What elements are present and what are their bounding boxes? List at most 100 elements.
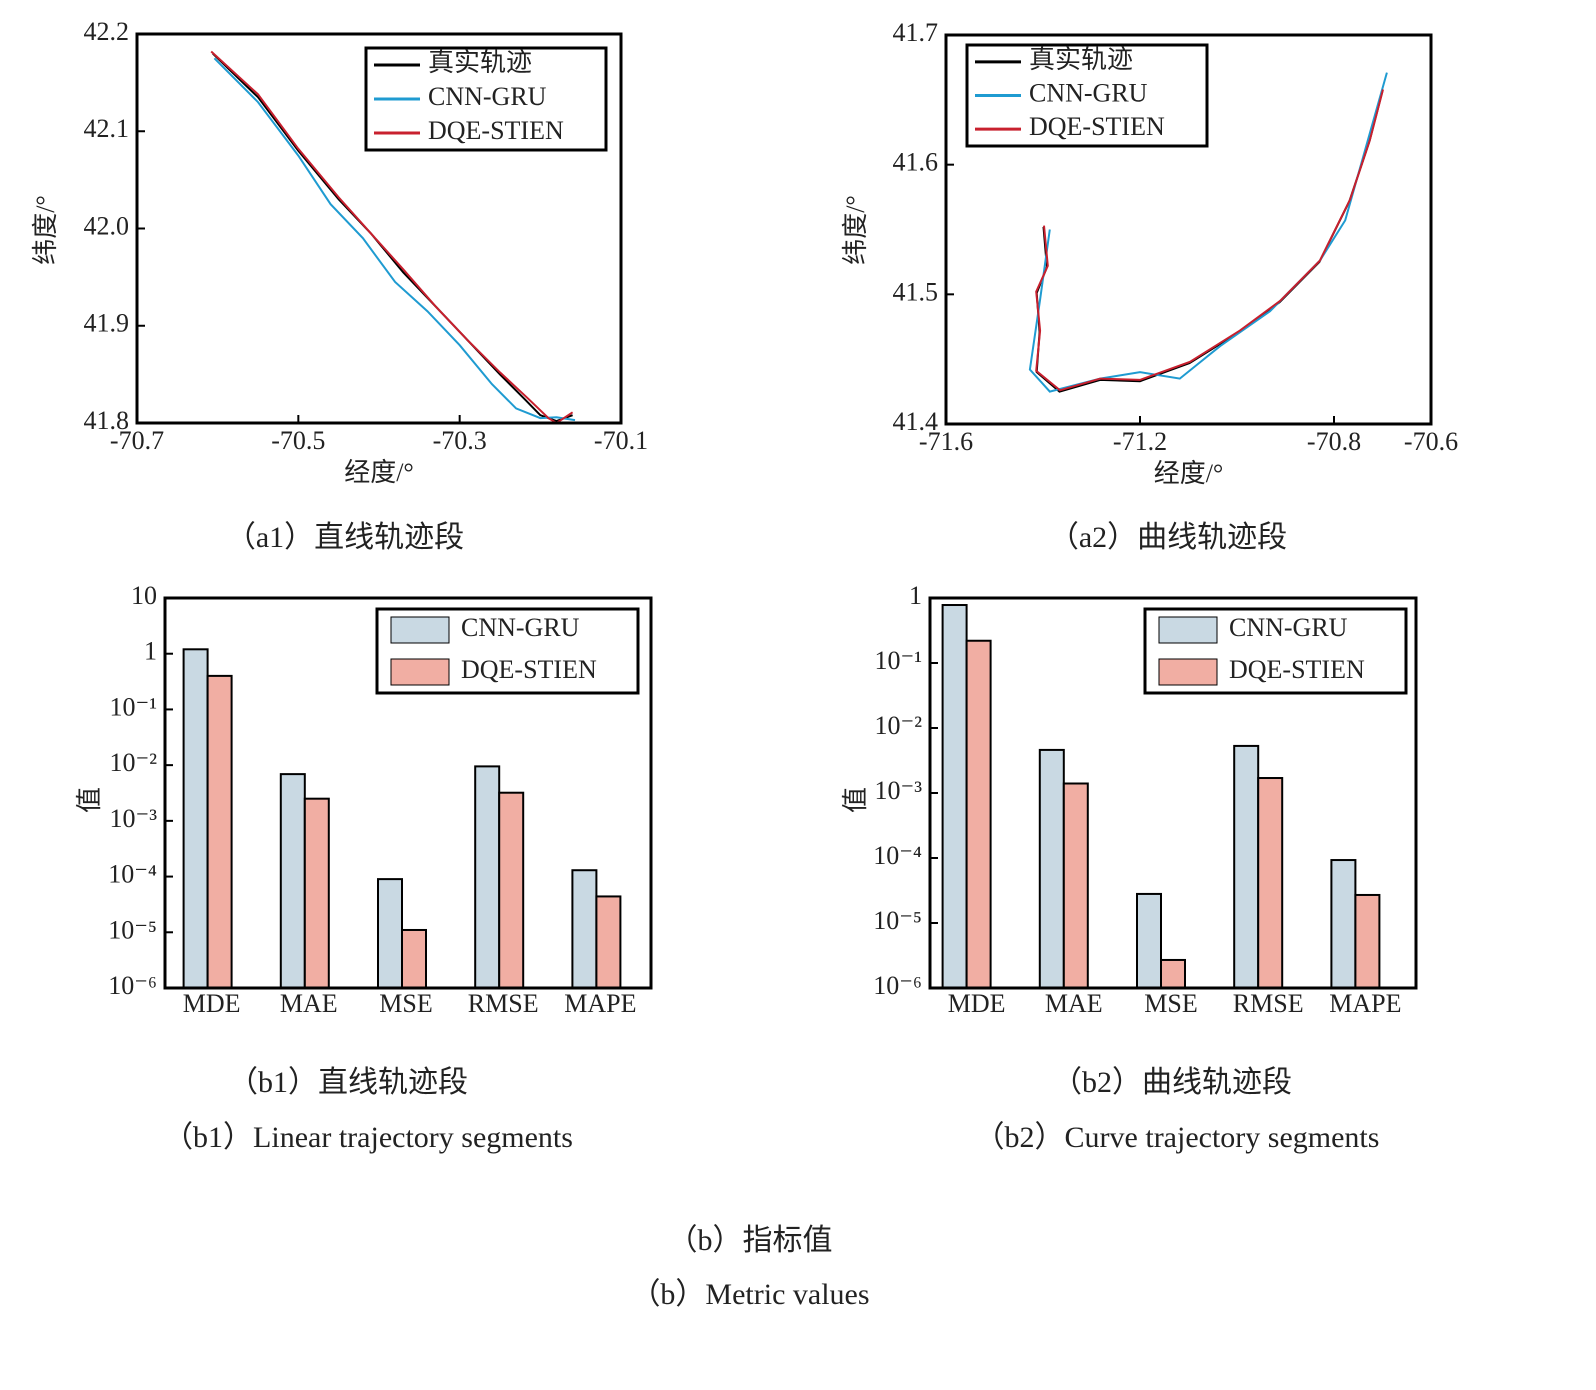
- y-tick-label: 1: [909, 581, 922, 610]
- legend-swatch: [390, 658, 450, 686]
- bar: [1062, 782, 1089, 989]
- y-tick-label: 41.8: [84, 406, 130, 435]
- legend-label: CNN-GRU: [1029, 78, 1148, 107]
- bar: [1330, 859, 1357, 989]
- x-tick-label: MAPE: [1329, 989, 1401, 1018]
- bar: [303, 797, 330, 990]
- y-tick-label: 10⁻⁴: [108, 860, 157, 889]
- x-axis-label: 经度/°: [344, 458, 414, 487]
- legend-swatch: [1158, 658, 1218, 686]
- caption: （b）Metric values: [630, 1278, 869, 1311]
- bar: [595, 895, 622, 990]
- bar: [279, 773, 306, 990]
- bar: [1136, 892, 1162, 990]
- y-tick-label: 42.2: [84, 17, 130, 46]
- caption: （a1）直线轨迹段: [226, 521, 464, 554]
- plot-frame: [928, 596, 1418, 990]
- bar: [206, 674, 233, 990]
- bar: [941, 604, 968, 989]
- plot-frame: [135, 32, 623, 425]
- y-tick-label: 10⁻⁶: [873, 971, 922, 1000]
- y-tick-label: 41.7: [893, 18, 939, 47]
- x-tick-label: MSE: [379, 989, 432, 1018]
- y-tick-label: 10: [131, 581, 157, 610]
- trajectory-line: [1035, 89, 1384, 392]
- bar: [1257, 777, 1284, 989]
- legend-swatch: [1158, 616, 1218, 644]
- bar: [377, 878, 403, 990]
- y-tick-label: 41.5: [893, 277, 939, 306]
- y-tick-label: 10⁻³: [874, 776, 922, 805]
- x-tick-label: -70.8: [1307, 427, 1361, 456]
- bar: [182, 648, 209, 989]
- plot-frame: [163, 596, 653, 990]
- x-tick-label: -71.6: [919, 427, 973, 456]
- x-tick-label: -70.3: [433, 426, 487, 455]
- x-tick-label: -70.5: [271, 426, 325, 455]
- x-axis-label: 经度/°: [1154, 459, 1224, 488]
- y-tick-label: 42.0: [84, 211, 130, 240]
- y-tick-label: 42.1: [84, 114, 130, 143]
- bar: [1233, 744, 1260, 989]
- bar: [1038, 748, 1065, 989]
- y-tick-label: 10⁻⁴: [873, 841, 922, 870]
- y-tick-label: 10⁻³: [109, 804, 157, 833]
- bar: [498, 791, 525, 989]
- plot-frame: [944, 33, 1433, 426]
- x-tick-label: MAE: [1045, 989, 1103, 1018]
- x-tick-label: -70.1: [594, 426, 648, 455]
- x-tick-label: -71.2: [1113, 427, 1167, 456]
- legend-label: 真实轨迹: [428, 48, 532, 77]
- y-tick-label: 10⁻⁵: [873, 906, 922, 935]
- y-tick-label: 10⁻¹: [109, 692, 157, 721]
- caption: （b）指标值: [668, 1224, 833, 1257]
- bar: [474, 765, 501, 989]
- y-tick-label: 1: [144, 637, 157, 666]
- trajectory-line: [1028, 72, 1388, 393]
- bar: [401, 928, 427, 990]
- y-tick-label: 10⁻⁶: [108, 971, 157, 1000]
- y-tick-label: 41.6: [893, 148, 939, 177]
- bar: [1160, 958, 1186, 990]
- bar: [571, 869, 598, 989]
- y-tick-label: 41.4: [893, 407, 939, 436]
- caption: （b1）直线轨迹段: [228, 1066, 468, 1099]
- x-tick-label: RMSE: [468, 989, 539, 1018]
- legend-label: CNN-GRU: [428, 82, 547, 111]
- x-tick-label: RMSE: [1233, 989, 1304, 1018]
- legend-label: DQE-STIEN: [1029, 112, 1165, 141]
- x-tick-label: MAPE: [564, 989, 636, 1018]
- trajectory-line: [213, 57, 576, 422]
- x-tick-label: MDE: [948, 989, 1006, 1018]
- legend-label: DQE-STIEN: [461, 655, 597, 684]
- legend-label: CNN-GRU: [461, 613, 580, 642]
- y-axis-label: 值: [841, 787, 870, 813]
- legend-label: DQE-STIEN: [428, 116, 564, 145]
- x-tick-label: -70.6: [1404, 427, 1458, 456]
- x-tick-label: -70.7: [110, 426, 164, 455]
- caption: （b2）Curve trajectory segments: [975, 1121, 1380, 1154]
- y-tick-label: 10⁻²: [874, 711, 922, 740]
- caption: （b2）曲线轨迹段: [1052, 1066, 1292, 1099]
- caption: （a2）曲线轨迹段: [1049, 521, 1287, 554]
- legend-swatch: [390, 616, 450, 644]
- x-tick-label: MSE: [1144, 989, 1197, 1018]
- bar: [965, 639, 992, 990]
- y-axis-label: 纬度/°: [841, 195, 870, 265]
- y-tick-label: 10⁻²: [109, 748, 157, 777]
- bar: [1354, 893, 1381, 990]
- legend-label: 真实轨迹: [1029, 45, 1133, 74]
- y-tick-label: 41.9: [84, 309, 130, 338]
- legend-label: DQE-STIEN: [1229, 655, 1365, 684]
- legend-label: CNN-GRU: [1229, 613, 1348, 642]
- x-tick-label: MDE: [183, 989, 241, 1018]
- y-tick-label: 10⁻⁵: [108, 915, 157, 944]
- x-tick-label: MAE: [280, 989, 338, 1018]
- caption: （b1）Linear trajectory segments: [163, 1121, 573, 1154]
- y-axis-label: 值: [75, 787, 104, 813]
- y-axis-label: 纬度/°: [31, 195, 60, 265]
- trajectory-line: [210, 50, 574, 425]
- y-tick-label: 10⁻¹: [874, 646, 922, 675]
